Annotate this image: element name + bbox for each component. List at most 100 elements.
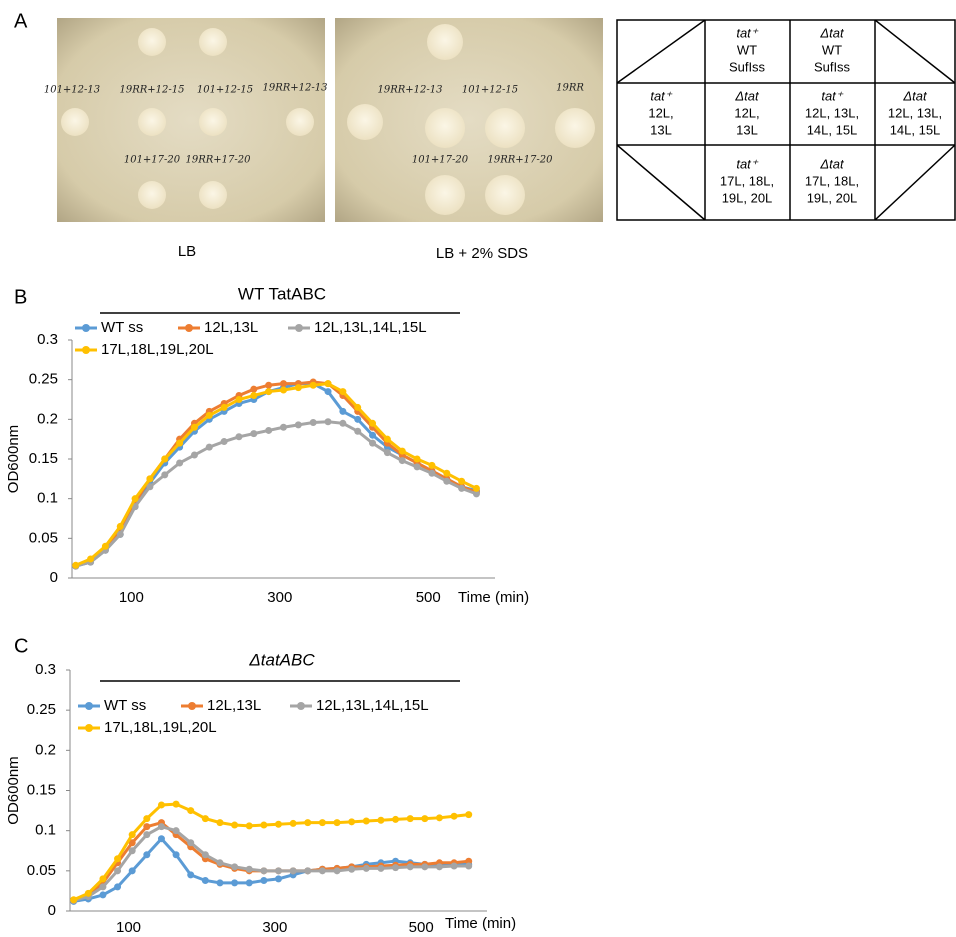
data-point (443, 469, 451, 477)
x-tick-label: 100 (119, 589, 144, 606)
data-point (383, 449, 391, 457)
data-point (231, 863, 239, 871)
data-point (161, 471, 169, 479)
table-cell-text: tat⁺ (650, 88, 672, 103)
data-point (101, 542, 109, 550)
x-tick-label: 300 (267, 589, 292, 606)
handwritten-label: 19RR+12-13 (263, 83, 328, 94)
chart-title: WT TatABC (238, 284, 326, 303)
legend-marker (295, 324, 303, 332)
data-point (435, 814, 443, 822)
table-cell-text: 17L, 18L, (805, 173, 859, 188)
y-tick-label: 0.15 (29, 450, 58, 467)
series-line (75, 380, 477, 568)
data-point (275, 875, 282, 883)
data-point (114, 883, 122, 891)
data-point (205, 443, 213, 451)
legend-label: 12L,13L (207, 697, 261, 714)
table-cell-text: SufIss (814, 59, 851, 74)
y-tick-label: 0.15 (27, 781, 56, 798)
handwritten-label: 101+12-15 (462, 85, 518, 96)
data-point (235, 433, 243, 441)
data-point (70, 896, 78, 904)
data-point (143, 823, 151, 831)
data-point (280, 423, 287, 431)
legend-marker (297, 702, 305, 710)
data-point (428, 469, 436, 477)
data-point (245, 879, 253, 887)
handwritten-label: 101+12-15 (197, 85, 253, 96)
table-cell-text: 19L, 20L (722, 190, 773, 205)
data-point (128, 831, 136, 839)
legend-marker (185, 324, 193, 332)
data-point (143, 851, 151, 859)
data-point (348, 818, 356, 826)
data-point (250, 392, 258, 400)
data-point (472, 490, 480, 498)
data-point (205, 411, 213, 419)
data-point (99, 875, 107, 883)
data-point (231, 879, 239, 887)
data-point (216, 859, 224, 867)
data-point (289, 819, 297, 827)
y-axis-title: OD600nm (5, 425, 22, 493)
data-point (362, 864, 370, 872)
data-point (245, 865, 253, 873)
data-point (143, 815, 151, 823)
handwritten-label: 19RR+17-20 (488, 155, 554, 166)
data-point (176, 439, 184, 447)
data-point (260, 821, 268, 829)
data-point (190, 423, 198, 431)
data-point (339, 407, 347, 415)
table-cell-text: tat⁺ (736, 25, 758, 40)
table-cell-text: 12L, (648, 105, 673, 120)
data-point (458, 477, 466, 485)
data-point (421, 815, 429, 823)
data-point (309, 381, 317, 389)
y-tick-label: 0.25 (29, 371, 58, 388)
data-point (465, 811, 473, 819)
legend-label: WT ss (104, 697, 146, 714)
y-tick-label: 0 (50, 569, 58, 586)
data-point (280, 386, 287, 394)
data-point (161, 455, 169, 463)
data-point (377, 864, 385, 872)
data-point (260, 876, 268, 884)
x-axis-title: Time (min) (445, 915, 516, 932)
series-line (73, 802, 469, 902)
data-point (324, 418, 332, 426)
table-cell-text: 19L, 20L (807, 190, 858, 205)
series-line (75, 382, 477, 568)
legend-label: 17L,18L,19L,20L (101, 341, 214, 358)
legend-marker (82, 324, 90, 332)
table-cell-text: WT (737, 42, 757, 57)
data-point (339, 388, 347, 396)
table-cell-text: 14L, 15L (890, 122, 941, 137)
data-point (413, 463, 421, 471)
table-cell-text: tat⁺ (736, 156, 758, 171)
series-line (75, 420, 477, 568)
data-point (280, 380, 287, 388)
table-cell-text: SufIss (729, 59, 766, 74)
data-point (289, 867, 297, 875)
data-point (406, 863, 414, 871)
data-point (157, 835, 165, 843)
data-point (398, 447, 406, 455)
table-cell-text: WT (822, 42, 842, 57)
handwritten-label: 19RR+12-15 (120, 85, 185, 96)
table-cell-text: 12L, 13L, (888, 105, 942, 120)
handwritten-label: 101+12-13 (44, 85, 100, 96)
data-point (265, 388, 273, 396)
data-point (294, 384, 302, 392)
data-point (443, 477, 451, 485)
chart-title: ΔtatABC (248, 650, 315, 669)
x-tick-label: 500 (416, 589, 441, 606)
y-tick-label: 0 (48, 902, 56, 919)
data-point (201, 851, 209, 859)
x-tick-label: 500 (409, 919, 434, 936)
data-point (128, 867, 136, 875)
x-tick-label: 100 (116, 919, 141, 936)
data-point (231, 821, 239, 829)
plate-photo (57, 18, 325, 222)
data-point (250, 385, 258, 393)
